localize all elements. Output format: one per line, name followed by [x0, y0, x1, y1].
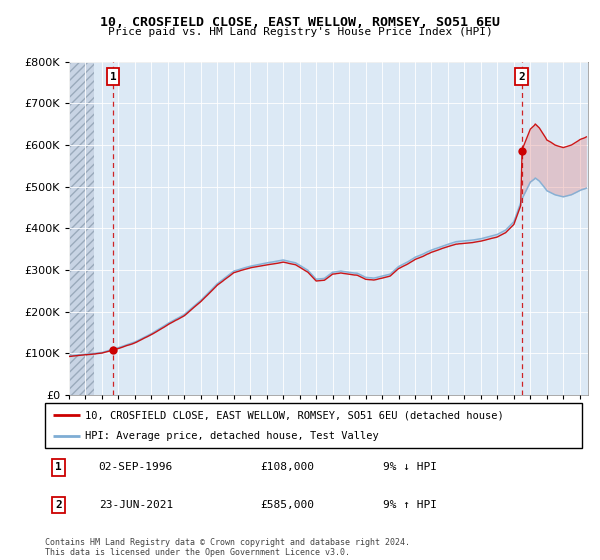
Text: 1: 1: [55, 463, 62, 473]
Text: 10, CROSFIELD CLOSE, EAST WELLOW, ROMSEY, SO51 6EU: 10, CROSFIELD CLOSE, EAST WELLOW, ROMSEY…: [100, 16, 500, 29]
Text: 1: 1: [110, 72, 116, 82]
FancyBboxPatch shape: [45, 403, 582, 448]
Text: HPI: Average price, detached house, Test Valley: HPI: Average price, detached house, Test…: [85, 431, 379, 441]
Text: 23-JUN-2021: 23-JUN-2021: [98, 500, 173, 510]
Text: 2: 2: [55, 500, 62, 510]
Text: £585,000: £585,000: [260, 500, 314, 510]
Bar: [69, 62, 94, 395]
Text: 9% ↑ HPI: 9% ↑ HPI: [383, 500, 437, 510]
Text: 9% ↓ HPI: 9% ↓ HPI: [383, 463, 437, 473]
Text: £108,000: £108,000: [260, 463, 314, 473]
Text: Price paid vs. HM Land Registry's House Price Index (HPI): Price paid vs. HM Land Registry's House …: [107, 27, 493, 37]
Text: 02-SEP-1996: 02-SEP-1996: [98, 463, 173, 473]
Text: 10, CROSFIELD CLOSE, EAST WELLOW, ROMSEY, SO51 6EU (detached house): 10, CROSFIELD CLOSE, EAST WELLOW, ROMSEY…: [85, 410, 504, 421]
Text: 2: 2: [518, 72, 525, 82]
Text: Contains HM Land Registry data © Crown copyright and database right 2024.
This d: Contains HM Land Registry data © Crown c…: [45, 538, 410, 557]
